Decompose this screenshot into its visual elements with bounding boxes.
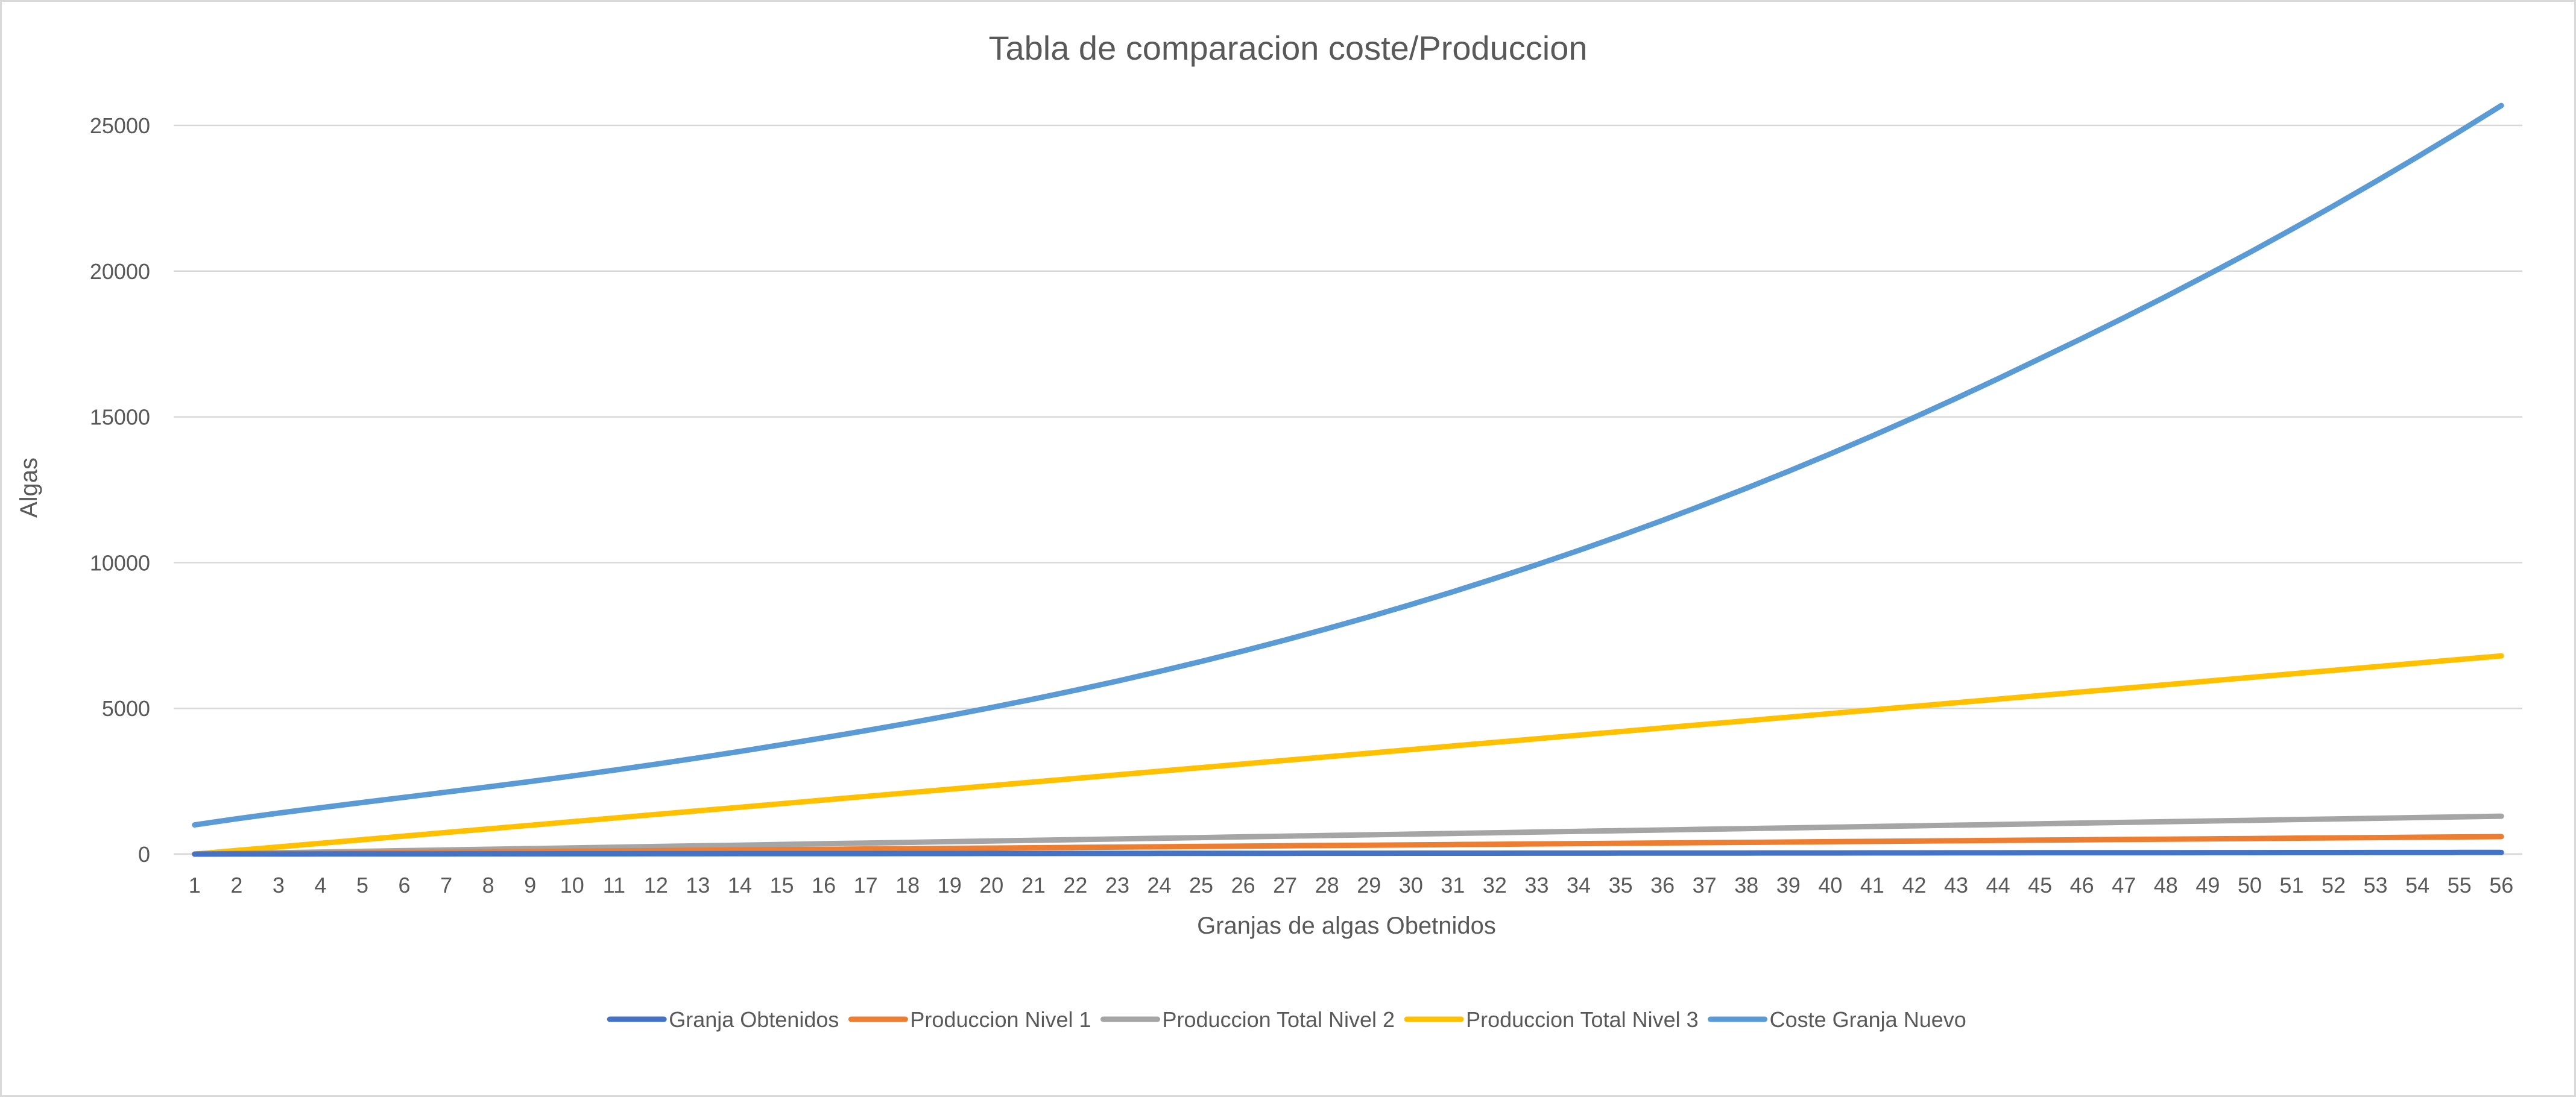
x-axis-title: Granjas de algas Obetnidos bbox=[1197, 913, 1496, 939]
x-tick-label: 2 bbox=[230, 873, 242, 897]
legend-item: Granja Obtenidos bbox=[607, 1007, 839, 1032]
x-tick-label: 30 bbox=[1399, 873, 1423, 897]
y-tick-label: 5000 bbox=[102, 696, 150, 721]
x-tick-label: 4 bbox=[314, 873, 326, 897]
x-axis-ticks: 1 2 3 4 5 6 7 8 9 10 11 12 13 14 15 16 17 18 19 20 21 22 23 24 2… bbox=[189, 873, 2513, 897]
x-tick-label: 21 bbox=[1021, 873, 1046, 897]
y-tick-label: 25000 bbox=[90, 113, 150, 138]
x-tick-label: 11 bbox=[603, 873, 625, 897]
x-tick-label: 33 bbox=[1524, 873, 1548, 897]
x-tick-label: 27 bbox=[1273, 873, 1297, 897]
x-tick-label: 25 bbox=[1189, 873, 1213, 897]
legend: Granja Obtenidos Produccion Nivel 1 Produc… bbox=[607, 1007, 1966, 1032]
x-tick-label: 55 bbox=[2448, 873, 2472, 897]
x-tick-label: 8 bbox=[482, 873, 494, 897]
legend-item: Produccion Nivel 1 bbox=[848, 1007, 1091, 1032]
legend-item: Produccion Total Nivel 2 bbox=[1100, 1007, 1395, 1032]
x-tick-label: 18 bbox=[895, 873, 920, 897]
x-tick-label: 41 bbox=[1860, 873, 1884, 897]
legend-item: Coste Granja Nuevo bbox=[1708, 1007, 1966, 1032]
y-tick-label: 10000 bbox=[90, 550, 150, 575]
x-tick-label: 31 bbox=[1441, 873, 1465, 897]
series-line bbox=[192, 653, 2504, 857]
x-tick-label: 28 bbox=[1315, 873, 1339, 897]
gridlines bbox=[174, 124, 2522, 855]
x-tick-label: 37 bbox=[1693, 873, 1717, 897]
x-tick-label: 38 bbox=[1734, 873, 1758, 897]
x-tick-label: 1 bbox=[189, 873, 201, 897]
x-tick-label: 19 bbox=[938, 873, 962, 897]
x-tick-label: 14 bbox=[728, 873, 752, 897]
x-tick-label: 3 bbox=[273, 873, 285, 897]
x-tick-label: 17 bbox=[854, 873, 878, 897]
x-tick-label: 48 bbox=[2154, 873, 2178, 897]
x-tick-label: 52 bbox=[2322, 873, 2346, 897]
x-tick-label: 35 bbox=[1609, 873, 1633, 897]
x-tick-label: 15 bbox=[770, 873, 794, 897]
x-tick-label: 13 bbox=[686, 873, 710, 897]
x-tick-label: 7 bbox=[440, 873, 452, 897]
x-tick-label: 9 bbox=[524, 873, 536, 897]
x-tick-label: 24 bbox=[1147, 873, 1171, 897]
y-axis-ticks: 0 5000 10000 15000 20000 25000 bbox=[90, 113, 150, 867]
x-tick-label: 40 bbox=[1818, 873, 1842, 897]
x-tick-label: 54 bbox=[2405, 873, 2429, 897]
legend-item: Produccion Total Nivel 3 bbox=[1404, 1007, 1699, 1032]
series-line bbox=[192, 849, 2504, 857]
x-tick-label: 43 bbox=[1944, 873, 1968, 897]
x-tick-label: 51 bbox=[2279, 873, 2303, 897]
chart-title: Tabla de comparacion coste/Produccion bbox=[988, 29, 1587, 67]
x-tick-label: 44 bbox=[1986, 873, 2010, 897]
x-tick-label: 10 bbox=[560, 873, 584, 897]
x-tick-label: 36 bbox=[1650, 873, 1675, 897]
series-lines bbox=[192, 102, 2504, 857]
legend-label: Granja Obtenidos bbox=[669, 1007, 839, 1032]
x-tick-label: 23 bbox=[1105, 873, 1129, 897]
y-axis-title: Algas bbox=[16, 457, 42, 518]
x-tick-label: 29 bbox=[1357, 873, 1381, 897]
legend-label: Produccion Total Nivel 3 bbox=[1466, 1007, 1699, 1032]
x-tick-label: 42 bbox=[1902, 873, 1926, 897]
x-tick-label: 45 bbox=[2028, 873, 2052, 897]
x-tick-label: 20 bbox=[979, 873, 1003, 897]
y-tick-label: 0 bbox=[138, 842, 150, 867]
x-tick-label: 22 bbox=[1063, 873, 1087, 897]
x-tick-label: 56 bbox=[2489, 873, 2513, 897]
legend-label: Produccion Nivel 1 bbox=[910, 1007, 1091, 1032]
legend-label: Coste Granja Nuevo bbox=[1770, 1007, 1966, 1032]
x-tick-label: 32 bbox=[1483, 873, 1507, 897]
legend-label: Produccion Total Nivel 2 bbox=[1163, 1007, 1395, 1032]
x-tick-label: 49 bbox=[2196, 873, 2220, 897]
series-line bbox=[192, 102, 2504, 828]
x-tick-label: 5 bbox=[356, 873, 368, 897]
x-tick-label: 6 bbox=[399, 873, 411, 897]
x-tick-label: 34 bbox=[1567, 873, 1591, 897]
x-tick-label: 50 bbox=[2238, 873, 2262, 897]
x-tick-label: 16 bbox=[812, 873, 836, 897]
x-tick-label: 26 bbox=[1231, 873, 1255, 897]
x-tick-label: 39 bbox=[1776, 873, 1801, 897]
y-tick-label: 15000 bbox=[90, 405, 150, 430]
x-tick-label: 12 bbox=[644, 873, 668, 897]
x-tick-label: 53 bbox=[2364, 873, 2388, 897]
x-tick-label: 46 bbox=[2070, 873, 2094, 897]
y-tick-label: 20000 bbox=[90, 259, 150, 284]
x-tick-label: 47 bbox=[2112, 873, 2136, 897]
series-line bbox=[192, 813, 2504, 857]
